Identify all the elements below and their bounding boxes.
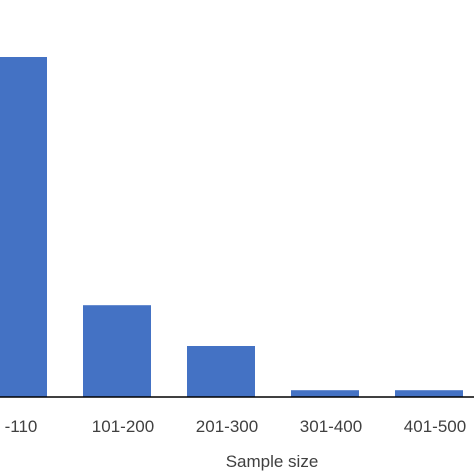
x-tick-labels: -110 101-200 201-300 301-400 401-500 bbox=[5, 417, 467, 436]
x-tick-label: -110 bbox=[5, 417, 38, 436]
bars-group bbox=[0, 57, 463, 397]
bar-301-400 bbox=[291, 390, 359, 397]
x-tick-label: 301-400 bbox=[300, 417, 362, 436]
bar-1-110 bbox=[0, 57, 47, 397]
x-tick-label: 401-500 bbox=[404, 417, 466, 436]
bar-101-200 bbox=[83, 305, 151, 397]
x-tick-label: 201-300 bbox=[196, 417, 258, 436]
x-axis-title: Sample size bbox=[226, 452, 319, 471]
bar-401-500 bbox=[395, 390, 463, 397]
x-tick-label: 101-200 bbox=[92, 417, 154, 436]
bar-201-300 bbox=[187, 346, 255, 397]
